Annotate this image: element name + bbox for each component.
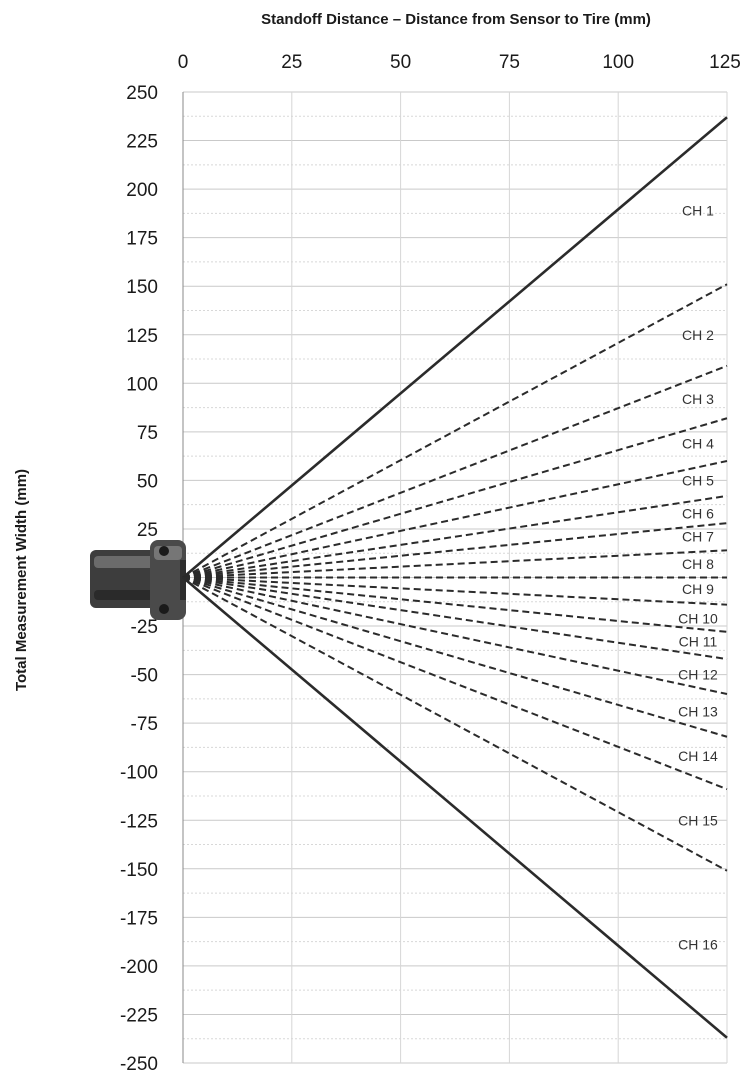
channel-label: CH 2 (682, 327, 714, 343)
channel-label: CH 4 (682, 436, 714, 452)
x-axis-ticks: 0 25 50 75 100 125 (178, 52, 741, 73)
x-tick-label: 125 (709, 52, 741, 73)
y-axis-ticks: 250 225 200 175 150 125 100 75 50 25 -25 -50 -75 -100… (120, 83, 158, 1075)
series-line-15 (182, 576, 728, 791)
channel-label: CH 11 (679, 634, 718, 650)
channel-label: CH 6 (682, 505, 714, 521)
sensor-head-icon (90, 540, 186, 620)
y-tick-label: 125 (126, 326, 158, 347)
y-tick-label: -225 (120, 1005, 158, 1026)
series-line-11 (182, 576, 728, 633)
y-tick-label: -250 (120, 1054, 158, 1075)
y-tick-label: -125 (120, 811, 158, 832)
channel-label: CH 14 (678, 748, 718, 764)
x-tick-label: 0 (178, 52, 189, 73)
channel-label: CH 10 (678, 610, 718, 626)
x-tick-label: 50 (390, 52, 411, 73)
channel-label: CH 9 (682, 581, 714, 597)
series-line-14 (182, 576, 728, 738)
y-tick-label: 225 (126, 132, 158, 153)
series-line-8 (182, 549, 728, 579)
y-tick-label: 25 (137, 520, 158, 541)
y-tick-label: -175 (120, 908, 158, 929)
channel-label: CH 13 (678, 703, 718, 719)
x-tick-label: 100 (602, 52, 634, 73)
series-line-6 (182, 494, 728, 579)
y-tick-label: 250 (126, 83, 158, 104)
series-line-16 (182, 576, 728, 872)
y-tick-label: -150 (120, 860, 158, 881)
y-tick-label: -200 (120, 957, 158, 978)
y-tick-label: 175 (126, 229, 158, 250)
series-line-7 (182, 522, 728, 579)
series-line-10 (182, 576, 728, 606)
y-tick-label: -50 (131, 666, 158, 687)
channel-label: CH 5 (682, 472, 714, 488)
series-line-13 (182, 576, 728, 695)
x-tick-label: 75 (499, 52, 520, 73)
series-line-1 (182, 116, 728, 579)
y-tick-label: 75 (137, 423, 158, 444)
channel-label: CH 3 (682, 391, 714, 407)
series-line-2 (182, 283, 728, 579)
series-line-5 (182, 460, 728, 579)
channel-labels: CH 1 CH 2 CH 3 CH 4 CH 5 CH 6 CH 7 CH 8 CH 9 CH 1… (678, 202, 718, 952)
y-tick-label: 150 (126, 277, 158, 298)
y-tick-label: -25 (131, 617, 158, 638)
x-tick-label: 25 (281, 52, 302, 73)
channel-label: CH 16 (678, 937, 718, 953)
y-tick-label: 100 (126, 374, 158, 395)
series-line-17 (182, 576, 728, 1039)
series-line-4 (182, 417, 728, 579)
y-tick-label: 50 (137, 471, 158, 492)
channel-label: CH 7 (682, 529, 714, 545)
channel-label: CH 15 (678, 812, 718, 828)
channel-label: CH 1 (682, 202, 714, 218)
chart-title: Standoff Distance – Distance from Sensor… (261, 11, 651, 28)
y-tick-label: 200 (126, 180, 158, 201)
channel-label: CH 8 (682, 556, 714, 572)
series-lines (182, 116, 728, 1039)
series-line-3 (182, 364, 728, 579)
channel-label: CH 12 (678, 667, 718, 683)
y-tick-label: -75 (131, 714, 158, 735)
y-tick-label: -100 (120, 763, 158, 784)
y-axis-label: Total Measurement Width (mm) (13, 469, 30, 691)
series-line-12 (182, 576, 728, 661)
